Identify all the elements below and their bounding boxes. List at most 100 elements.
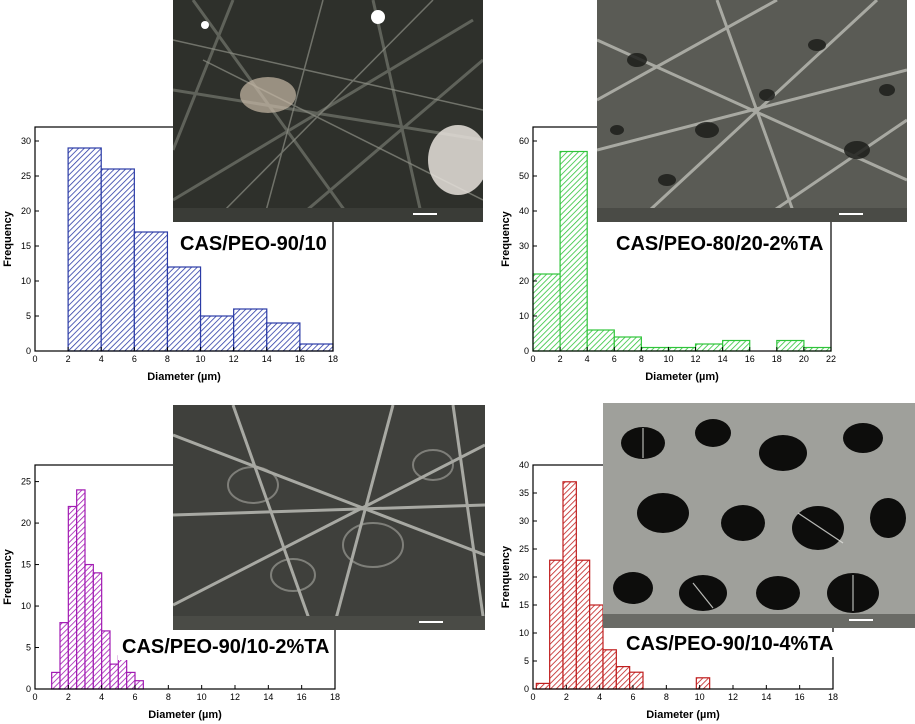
x-tick-label-3-2: 2 [66,692,71,702]
x-tick-label-3-10: 18 [330,692,340,702]
x-tick-label-3-8: 14 [263,692,273,702]
y-tick-label-1-3: 10 [21,276,31,286]
y-tick-label-1-6: 25 [21,171,31,181]
x-tick-label-4-7: 12 [728,692,738,702]
y-tick-label-1-1: 0 [26,346,31,356]
x-tick-label-4-4: 6 [630,692,635,702]
histogram-3-bar-5 [84,563,94,690]
histogram-2-bar-8 [722,339,751,352]
y-tick-label-2-3: 20 [519,276,529,286]
histogram-4-bar-1 [535,682,551,690]
y-tick-label-1-7: 30 [21,136,31,146]
histogram-2-bar-2 [559,150,588,352]
x-tick-label-4-2: 2 [564,692,569,702]
panel-label-4: CAS/PEO-90/10-4%TA [622,632,838,657]
y-tick-label-4-9: 40 [519,460,529,470]
y-axis-title-2: Frequency [500,210,512,267]
panel-label-1: CAS/PEO-90/10 [176,232,331,257]
histogram-2-bar-3 [586,329,615,352]
x-tick-label-2-3: 4 [585,354,590,364]
x-tick-label-2-11: 20 [799,354,809,364]
histogram-3-bar-6 [92,572,103,690]
x-tick-label-4-9: 16 [795,692,805,702]
histogram-4: 0 2 4 6 8 10 12 14 16 18 0 5 10 15 20 25 30 35 40 Diameter … [500,460,838,721]
histogram-2-bar-1 [532,273,561,352]
histogram-1-bar-7 [266,322,301,352]
histogram-3-bar-2 [59,622,69,690]
histogram-3-bar-8 [109,663,119,690]
y-tick-label-4-6: 25 [519,544,529,554]
x-tick-label-1-5: 8 [165,354,170,364]
histogram-1-bar-3 [133,231,169,352]
x-tick-label-2-10: 18 [772,354,782,364]
histogram-1-bar-5 [199,315,235,352]
x-axis-title-1: Diameter (µm) [147,371,221,383]
histogram-4-bar-4 [575,559,591,690]
histogram-2-bar-7 [694,343,724,352]
y-axis-title-1: Frequency [2,210,14,267]
histogram-4-bar-6 [602,649,617,690]
x-tick-label-1-7: 12 [229,354,239,364]
histogram-3-bar-11 [134,680,144,690]
x-tick-label-3-1: 0 [32,692,37,702]
y-axis-title-4: Frenquency [500,545,512,608]
panel-label-3: CAS/PEO-90/10-2%TA [118,635,334,660]
y-tick-label-4-1: 0 [524,684,529,694]
histogram-4-bar-3 [562,481,577,690]
y-tick-label-3-3: 10 [21,601,31,611]
x-tick-label-3-5: 8 [166,692,171,702]
y-tick-label-3-2: 5 [26,643,31,653]
y-tick-label-2-2: 10 [519,311,529,321]
x-tick-label-2-5: 8 [639,354,644,364]
x-tick-label-2-12: 22 [826,354,836,364]
x-tick-label-1-10: 18 [328,354,338,364]
x-tick-label-3-7: 12 [230,692,240,702]
histogram-4-bar-8 [629,671,644,690]
x-axis-title-4: Diameter (µm) [646,709,720,721]
x-tick-label-3-9: 16 [297,692,307,702]
histogram-2: 0 2 4 6 8 10 12 14 16 18 20 22 0 10 20 30 40 50 60 Diameter… [500,126,836,383]
x-axis-title-2: Diameter (µm) [645,371,719,383]
x-tick-label-4-1: 0 [530,692,535,702]
x-tick-label-4-3: 4 [597,692,602,702]
x-tick-label-1-6: 10 [196,354,206,364]
y-tick-label-4-2: 5 [524,656,529,666]
y-tick-label-2-7: 60 [519,136,529,146]
histogram-3-bar-4 [76,489,86,690]
y-tick-label-4-7: 30 [519,516,529,526]
histogram-2-bar-9 [776,339,805,352]
histogram-4-bar-7 [615,665,631,690]
histogram-4-bar-10 [695,677,711,690]
x-tick-label-1-9: 16 [295,354,305,364]
sem-image-3 [173,405,485,630]
y-tick-label-4-8: 35 [519,488,529,498]
x-tick-label-2-6: 10 [663,354,673,364]
y-axis-title-3: Frequency [2,548,14,605]
x-tick-label-1-2: 2 [66,354,71,364]
x-tick-label-3-6: 10 [197,692,207,702]
histogram-1-bar-1 [67,147,102,352]
x-tick-label-4-5: 8 [664,692,669,702]
x-tick-label-3-4: 6 [132,692,137,702]
y-tick-label-2-6: 50 [519,171,529,181]
sem-image-4 [603,403,915,628]
sem-image-1 [173,0,483,222]
histogram-3-bar-3 [67,505,78,690]
y-tick-label-3-5: 20 [21,518,31,528]
x-tick-label-2-8: 14 [718,354,728,364]
y-tick-label-4-3: 10 [519,628,529,638]
x-tick-label-2-7: 12 [691,354,701,364]
histogram-1-bar-8 [299,343,334,352]
y-tick-label-2-1: 0 [524,346,529,356]
x-tick-label-2-1: 0 [530,354,535,364]
y-tick-label-4-4: 15 [519,600,529,610]
x-tick-label-1-8: 14 [262,354,272,364]
y-tick-label-1-2: 5 [26,311,31,321]
histogram-2-bar-4 [613,336,642,352]
y-tick-label-2-5: 40 [519,206,529,216]
y-tick-label-3-4: 15 [21,560,31,570]
x-tick-label-1-3: 4 [99,354,104,364]
y-tick-label-1-5: 20 [21,206,31,216]
x-tick-label-2-4: 6 [612,354,617,364]
